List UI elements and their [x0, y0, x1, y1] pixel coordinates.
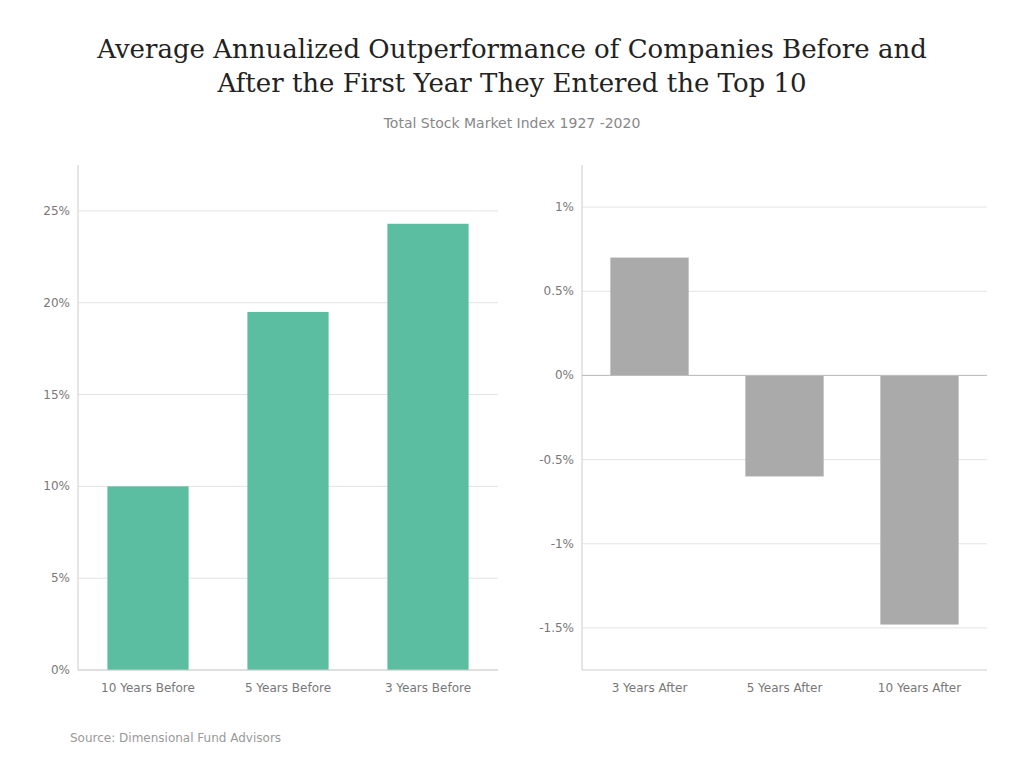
- x-axis-line: [582, 670, 987, 671]
- bar: [880, 375, 958, 624]
- y-tick-label: 25%: [43, 204, 70, 218]
- y-tick-label: -0.5%: [539, 453, 574, 467]
- x-axis-line: [78, 670, 498, 671]
- y-tick-label: 1%: [555, 200, 574, 214]
- y-tick-label: 20%: [43, 296, 70, 310]
- chart: Average Annualized Outperformance of Com…: [0, 0, 1024, 768]
- y-tick-label: 15%: [43, 388, 70, 402]
- bar: [107, 486, 188, 670]
- source-note: Source: Dimensional Fund Advisors: [70, 731, 281, 745]
- x-tick-label: 3 Years After: [612, 681, 688, 695]
- x-tick-label: 10 Years Before: [101, 681, 195, 695]
- y-tick-label: -1.5%: [539, 621, 574, 635]
- grid-line: [78, 670, 498, 671]
- bar: [610, 258, 688, 376]
- bars: [610, 258, 958, 625]
- zero-line: [582, 375, 987, 376]
- panel: 0% 5% 10% 15% 20% 25% 10 Years Before 5 Years B…: [43, 165, 498, 695]
- y-tick-label: 10%: [43, 479, 70, 493]
- y-tick-label: 0%: [555, 368, 574, 382]
- bar: [387, 224, 468, 670]
- y-axis-line: [78, 165, 79, 670]
- bar: [745, 375, 823, 476]
- grid-line: [582, 627, 987, 628]
- y-tick-label: 0.5%: [544, 284, 575, 298]
- background: [0, 0, 1024, 768]
- y-tick-label: -1%: [551, 537, 574, 551]
- x-tick-label: 3 Years Before: [385, 681, 471, 695]
- y-tick-label: 0%: [51, 663, 70, 677]
- grid-line: [78, 210, 498, 211]
- panel: -1.5% -1% -0.5% 0% 0.5% 1% 3 Years After 5 Year…: [539, 165, 987, 695]
- bars: [107, 224, 468, 670]
- bar: [247, 312, 328, 670]
- y-axis-line: [582, 165, 583, 670]
- grid-line: [582, 375, 987, 376]
- title: After the First Year They Entered the To…: [216, 68, 806, 98]
- x-tick-label: 5 Years Before: [245, 681, 331, 695]
- x-tick-label: 5 Years After: [747, 681, 823, 695]
- title: Average Annualized Outperformance of Com…: [96, 34, 927, 64]
- grid-line: [582, 207, 987, 208]
- y-tick-label: 5%: [51, 571, 70, 585]
- subtitle: Total Stock Market Index 1927 -2020: [383, 115, 641, 131]
- x-tick-label: 10 Years After: [878, 681, 961, 695]
- chart-container: Average Annualized Outperformance of Com…: [0, 0, 1024, 768]
